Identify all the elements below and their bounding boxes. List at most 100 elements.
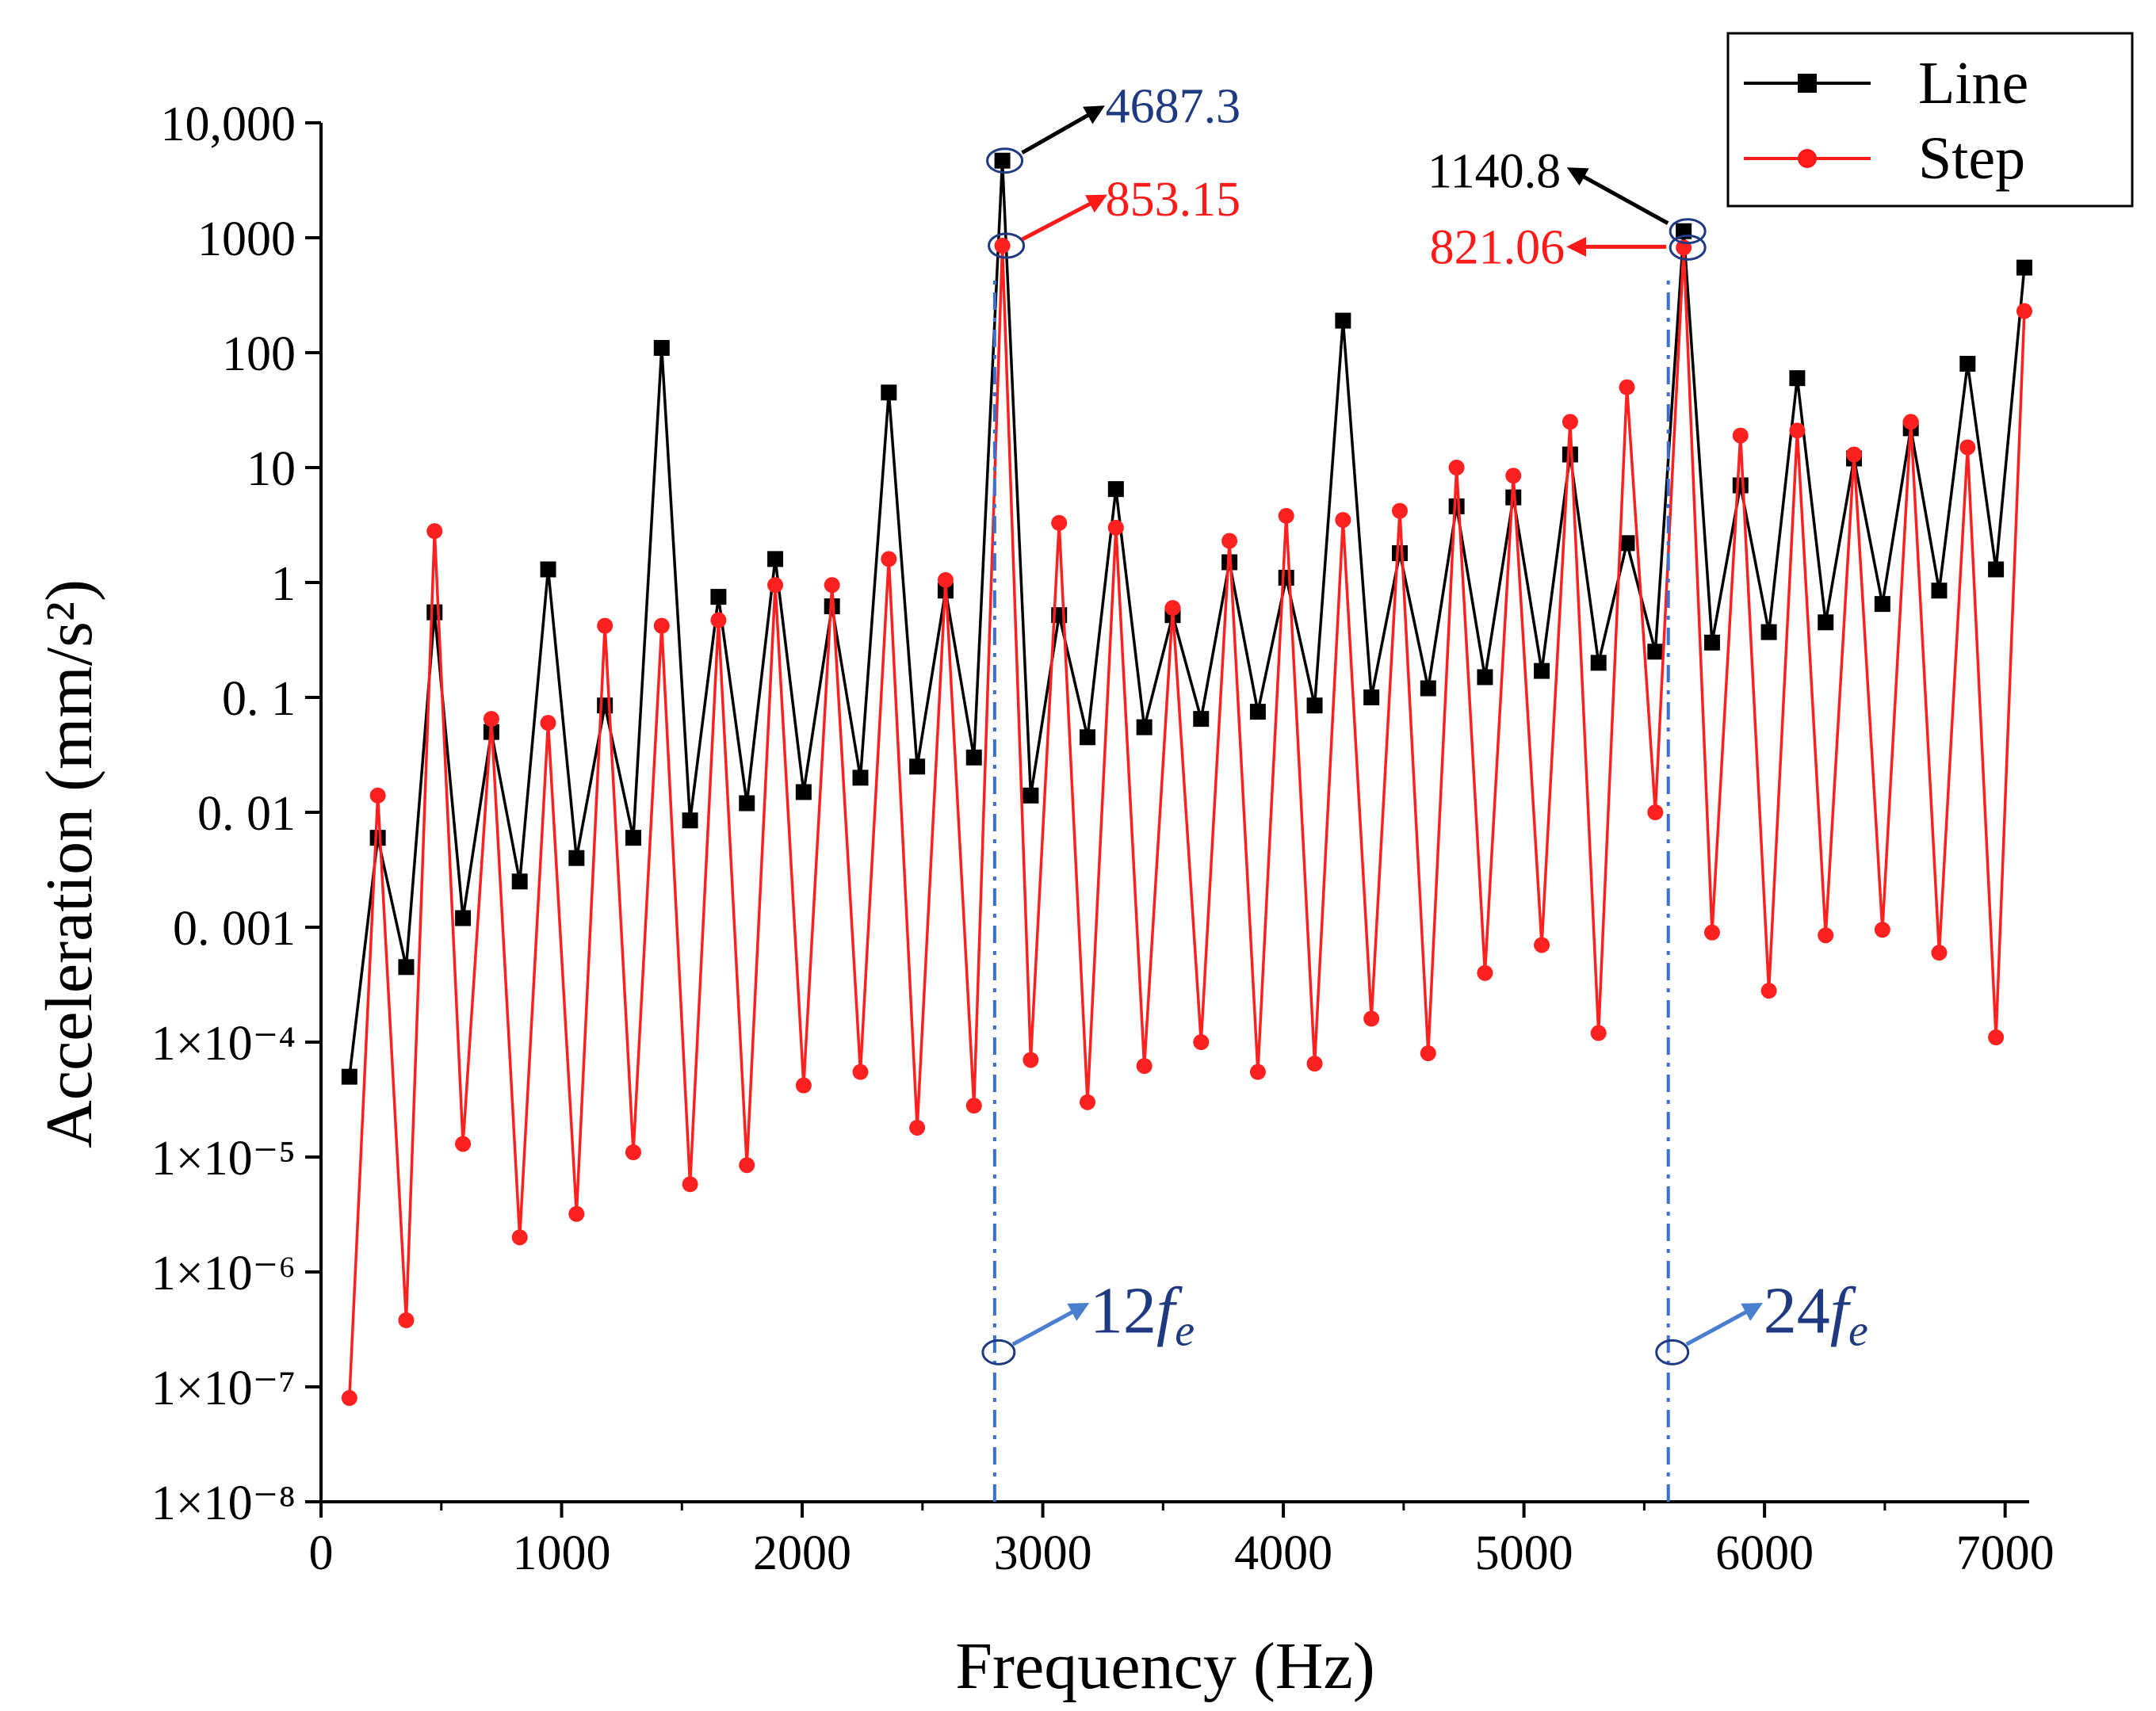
data-point-step xyxy=(1732,427,1749,444)
data-point-line xyxy=(341,1068,357,1085)
data-point-step xyxy=(824,577,840,594)
data-point-step xyxy=(937,571,954,588)
data-point-line xyxy=(739,795,755,812)
data-point-line xyxy=(2016,259,2032,276)
data-point-step xyxy=(1505,468,1522,484)
data-point-step xyxy=(682,1176,698,1193)
data-point-step xyxy=(1391,502,1408,519)
data-point-step xyxy=(1562,414,1578,430)
data-point-step xyxy=(398,1312,415,1328)
data-point-step xyxy=(1164,600,1181,617)
series-line-step xyxy=(348,245,2026,1399)
x-tick-label: 4000 xyxy=(1234,1526,1332,1580)
data-point-line xyxy=(1619,535,1635,552)
data-point-step xyxy=(568,1205,585,1222)
harmonic-order: 24 xyxy=(1764,1274,1830,1347)
peak2-step-highlight xyxy=(1669,234,1707,261)
data-point-line xyxy=(1703,634,1720,651)
data-point-line xyxy=(1420,680,1436,697)
data-point-step xyxy=(1703,924,1720,941)
harmonic2-marker xyxy=(1655,1339,1690,1365)
data-point-step xyxy=(1221,533,1238,549)
peak1-step-highlight xyxy=(988,232,1026,259)
data-point-step xyxy=(1760,983,1777,999)
data-point-step xyxy=(1249,1064,1266,1080)
data-point-line xyxy=(1789,370,1806,387)
data-point-step xyxy=(625,1144,641,1160)
data-point-step xyxy=(1278,507,1294,524)
data-point-line xyxy=(1306,697,1323,714)
data-point-line xyxy=(1278,569,1294,586)
data-point-step xyxy=(1193,1034,1210,1050)
data-point-line xyxy=(881,384,897,401)
data-point-step xyxy=(1448,460,1465,475)
y-tick-label: 1×10⁻⁴ xyxy=(151,1017,296,1071)
data-point-line xyxy=(1477,669,1493,686)
data-point-step xyxy=(653,617,670,634)
x-tick-label: 6000 xyxy=(1715,1526,1814,1580)
data-point-step xyxy=(1136,1058,1153,1075)
peak1-line-highlight xyxy=(986,147,1024,174)
annotations: 4687.3 853.15 1140.8 821.06 12fe 24fe xyxy=(981,80,1868,1502)
data-point-line xyxy=(1760,624,1777,640)
data-point-step xyxy=(767,577,784,594)
data-point-step xyxy=(1363,1010,1380,1027)
data-point-line xyxy=(625,830,641,846)
y-tick-label: 10,000 xyxy=(161,97,296,151)
peak1-step-arrow xyxy=(1021,194,1108,242)
data-point-step xyxy=(483,711,499,728)
data-point-step xyxy=(1534,937,1550,953)
data-point-line xyxy=(852,770,869,786)
series-step xyxy=(341,238,2032,1407)
data-point-step xyxy=(1647,804,1664,820)
y-tick-label: 1000 xyxy=(197,212,296,266)
data-point-step xyxy=(710,612,727,628)
data-point-line xyxy=(965,749,982,766)
legend: Line Step xyxy=(1726,32,2134,208)
legend-step-marker xyxy=(1798,149,1817,168)
data-point-line xyxy=(455,910,472,926)
data-point-step xyxy=(1959,439,1976,456)
data-point-line xyxy=(540,561,556,578)
data-point-line xyxy=(426,604,443,621)
data-point-step xyxy=(369,787,386,804)
series-line xyxy=(341,152,2032,1085)
data-point-step xyxy=(2016,303,2032,319)
data-point-line xyxy=(369,830,386,846)
data-point-line xyxy=(1931,582,1948,599)
data-point-line xyxy=(398,959,415,976)
legend-label-step: Step xyxy=(1918,125,2025,192)
data-point-line xyxy=(1391,544,1408,561)
data-point-step xyxy=(1306,1056,1323,1072)
x-tick-label: 2000 xyxy=(753,1526,851,1580)
peak1-line-value: 4687.3 xyxy=(1106,80,1241,134)
data-point-step xyxy=(1051,514,1068,531)
data-point-line xyxy=(1107,481,1124,498)
data-point-step xyxy=(881,551,897,567)
data-point-step xyxy=(1080,1094,1096,1110)
y-tick-label: 10 xyxy=(247,442,296,496)
peak2-line-arrow xyxy=(1566,167,1669,225)
x-tick-label: 7000 xyxy=(1956,1526,2055,1580)
data-point-step xyxy=(1789,422,1806,439)
data-point-step xyxy=(965,1098,982,1114)
data-point-step xyxy=(1902,414,1919,430)
data-point-step xyxy=(1023,1052,1039,1068)
axes: 0 1000 2000 3000 4000 5000 6000 7000 1×10⁻⁸ 1×10⁻… xyxy=(151,97,2055,1580)
data-point-step xyxy=(341,1390,357,1407)
data-point-step xyxy=(1846,446,1863,463)
data-point-line xyxy=(682,812,698,829)
peak2-line-value: 1140.8 xyxy=(1428,145,1561,199)
data-point-line xyxy=(1732,477,1749,494)
series-line-line xyxy=(348,160,2026,1077)
data-point-line xyxy=(1448,498,1465,514)
data-point-step xyxy=(1619,379,1635,395)
y-tick-label: 100 xyxy=(222,327,296,381)
x-tick-label: 0 xyxy=(309,1526,334,1580)
data-point-line xyxy=(1249,704,1266,720)
data-point-line xyxy=(511,873,528,890)
harmonic-subscript: e xyxy=(1848,1306,1868,1355)
data-point-line xyxy=(767,551,784,567)
x-tick-label: 3000 xyxy=(994,1526,1092,1580)
y-tick-label: 0. 01 xyxy=(197,787,296,841)
